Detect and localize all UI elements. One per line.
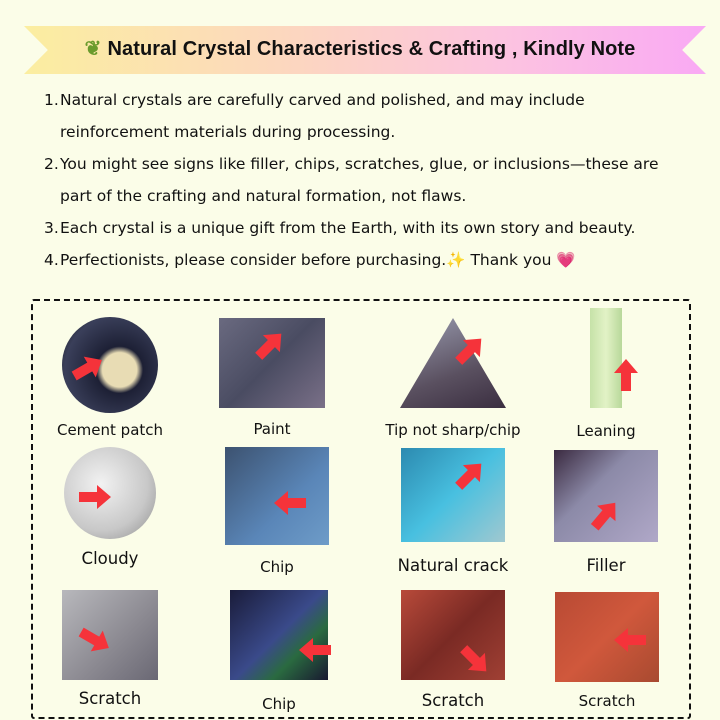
red-arrow-icon: [455, 338, 482, 365]
red-arrow-icon: [614, 628, 646, 652]
crystal-photo: [219, 318, 325, 408]
note-item: 4. Perfectionists, please consider before…: [44, 244, 694, 276]
crystal-photo: [62, 317, 158, 413]
example-label: Chip: [262, 695, 296, 713]
red-arrow-icon: [614, 359, 638, 391]
note-text: Natural crystals are carefully carved an…: [60, 91, 585, 141]
note-number: 2.: [44, 155, 59, 173]
crystal-photo: [225, 447, 329, 545]
example-label: Chip: [260, 558, 294, 576]
title-banner: [24, 26, 706, 74]
page-title: ❦ Natural Crystal Characteristics & Craft…: [0, 36, 720, 61]
example-9: Scratch: [50, 590, 170, 708]
title-text: Natural Crystal Characteristics & Crafti…: [107, 38, 636, 60]
crystal-photo: [62, 590, 158, 680]
note-number: 3.: [44, 219, 59, 237]
note-item: 1. Natural crystals are carefully carved …: [44, 84, 694, 148]
red-arrow-icon: [78, 627, 109, 652]
notes-list: 1. Natural crystals are carefully carved …: [44, 84, 694, 276]
example-3: Tip not sharp/chip: [385, 318, 521, 439]
crystal-photo: [554, 450, 658, 542]
example-label: Scratch: [421, 691, 485, 710]
example-6: Chip: [217, 447, 337, 576]
example-1: Cement patch: [50, 317, 170, 439]
note-text: Perfectionists, please consider before p…: [60, 251, 576, 269]
example-label: Leaning: [576, 422, 636, 440]
example-label: Cement patch: [56, 421, 164, 439]
example-4: Leaning: [546, 308, 666, 440]
crystal-photo: [590, 308, 622, 408]
red-arrow-icon: [455, 463, 482, 490]
example-7: Natural crack: [393, 448, 513, 575]
leaf-icon: ❦: [84, 38, 102, 60]
example-11: Scratch: [393, 590, 513, 710]
note-item: 3. Each crystal is a unique gift from the…: [44, 212, 694, 244]
example-label: Tip not sharp/chip: [385, 421, 521, 439]
red-arrow-icon: [299, 638, 331, 662]
example-label: Scratch: [578, 692, 636, 710]
crystal-photo: [401, 590, 505, 680]
examples-frame: [31, 299, 691, 719]
example-label: Cloudy: [81, 549, 139, 568]
crystal-photo: [230, 590, 328, 680]
red-arrow-icon: [255, 333, 282, 360]
note-number: 4.: [44, 251, 59, 269]
red-arrow-icon: [79, 485, 111, 509]
red-arrow-icon: [460, 645, 487, 672]
example-2: Paint: [212, 318, 332, 438]
example-label: Paint: [253, 420, 291, 438]
note-number: 1.: [44, 91, 59, 109]
red-arrow-icon: [274, 491, 306, 515]
crystal-photo: [401, 448, 505, 542]
example-8: Filler: [546, 450, 666, 575]
example-10: Chip: [219, 590, 339, 713]
note-text: Each crystal is a unique gift from the E…: [60, 219, 636, 237]
red-arrow-icon: [590, 502, 616, 531]
red-arrow-icon: [71, 356, 102, 381]
example-label: Scratch: [78, 689, 142, 708]
note-item: 2. You might see signs like filler, chips…: [44, 148, 694, 212]
example-label: Filler: [586, 556, 626, 575]
example-label: Natural crack: [397, 556, 509, 575]
note-text: You might see signs like filler, chips, …: [60, 155, 659, 205]
